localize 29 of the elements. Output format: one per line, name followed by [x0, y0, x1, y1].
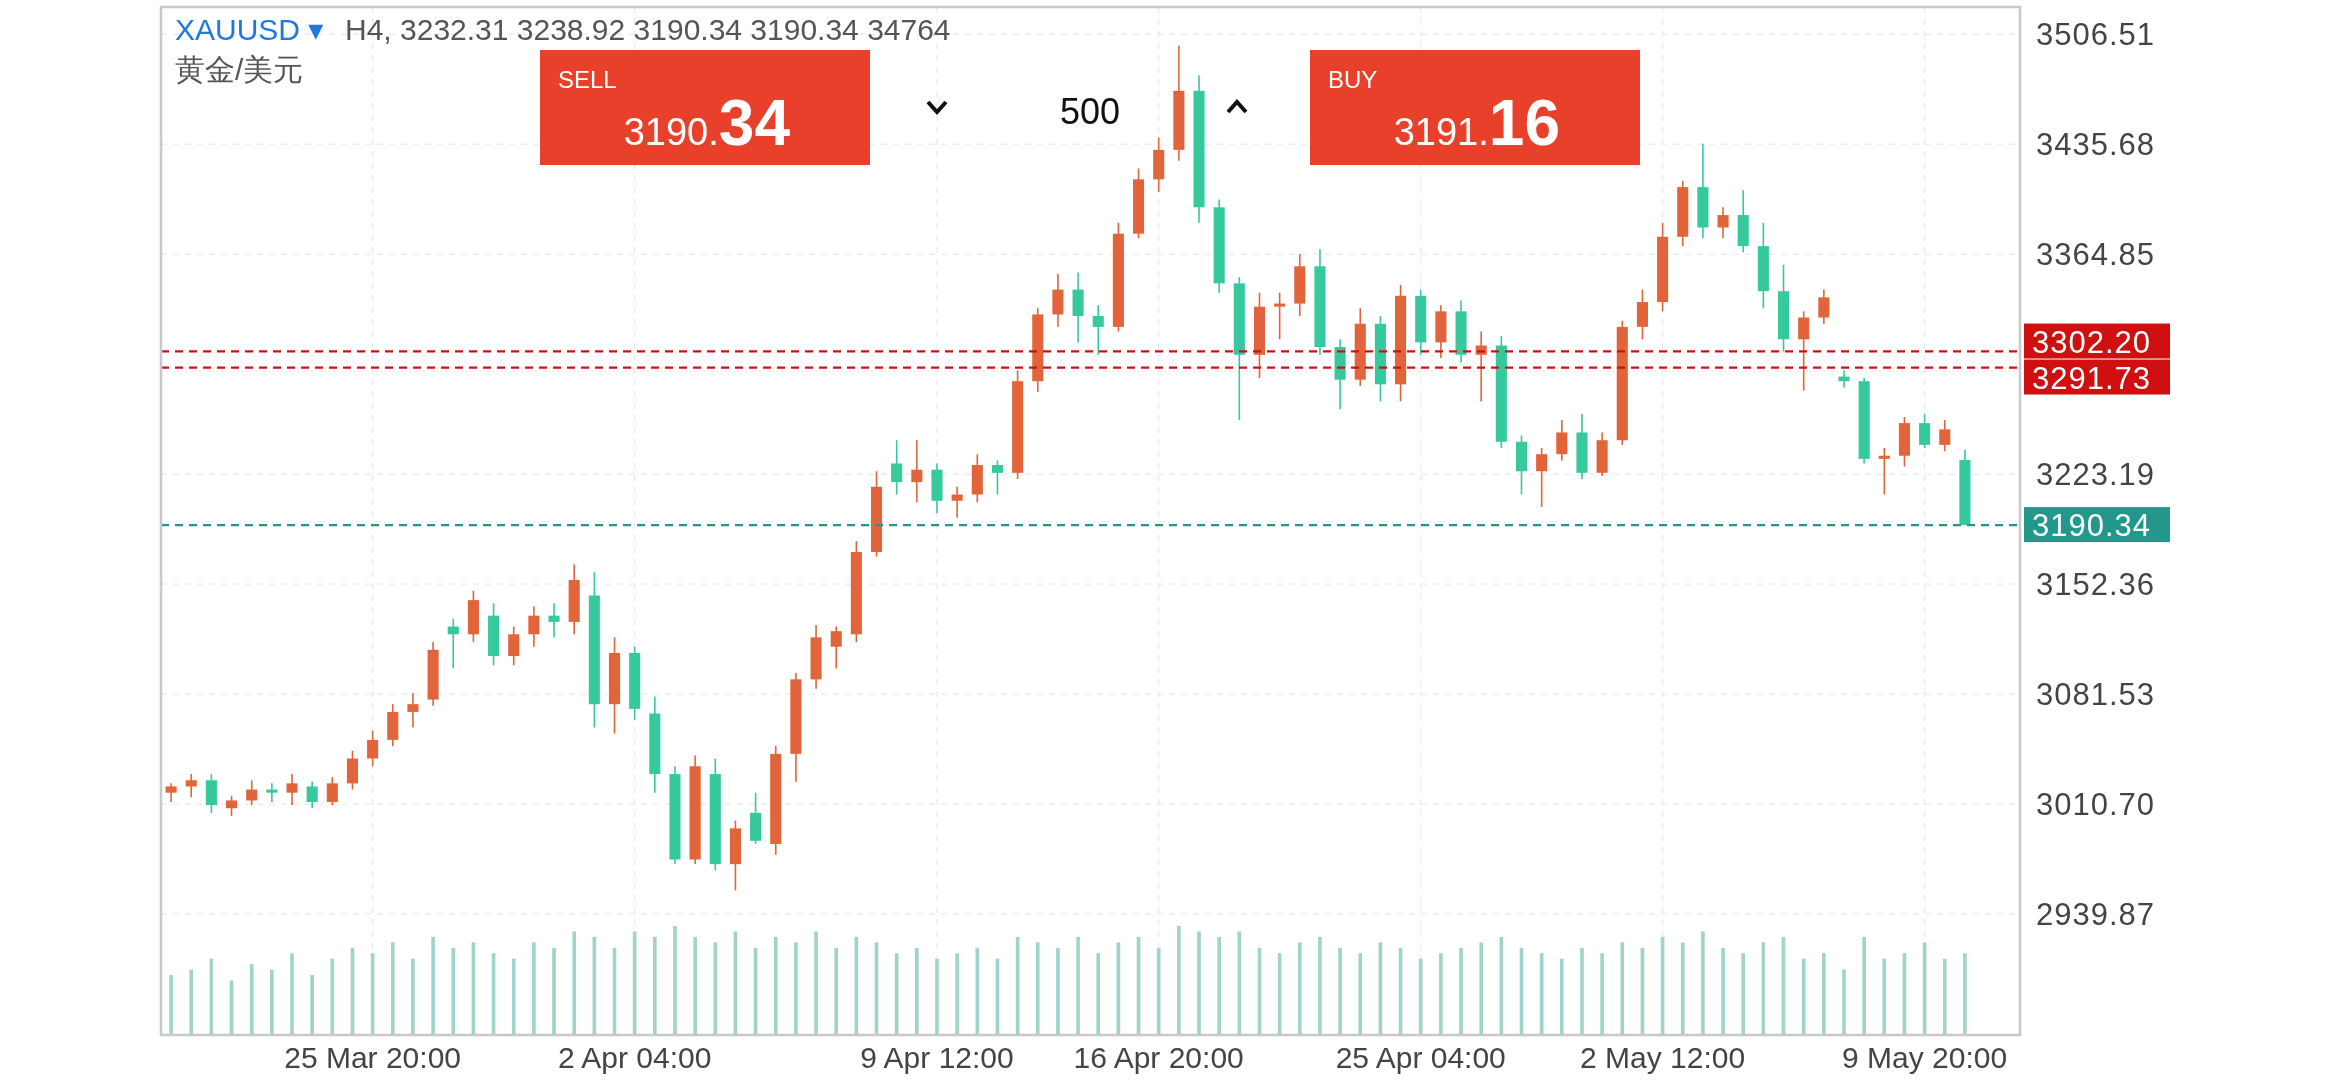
annotation: 黄金/美元 [175, 53, 304, 86]
x-tick-label: 2 May 12:00 [1580, 1041, 1746, 1074]
y-tick-label: 3152.36 [2036, 567, 2156, 603]
annotation: H4, 3232.31 3238.92 3190.34 3190.34 34764 [345, 13, 951, 46]
ref-line-label: 3302.20 [2032, 324, 2152, 360]
annotation: BUY [1328, 66, 1378, 93]
annotation: SELL [558, 66, 617, 93]
x-tick-label: 25 Apr 04:00 [1335, 1041, 1506, 1074]
y-tick-label: 2939.87 [2036, 897, 2156, 932]
x-tick-label: 16 Apr 20:00 [1073, 1041, 1244, 1074]
x-tick-label: 9 Apr 12:00 [860, 1041, 1014, 1074]
ref-line-label: 3190.34 [2032, 508, 2152, 544]
y-tick-label: 3506.51 [2036, 17, 2156, 53]
y-tick-label: 3081.53 [2036, 677, 2156, 713]
x-tick-label: 2 Apr 04:00 [557, 1041, 712, 1074]
x-tick-label: 9 May 20:00 [1842, 1041, 2008, 1074]
x-tick-label: 25 Mar 20:00 [284, 1041, 462, 1074]
ref-label: 3291.73 [2024, 359, 2170, 396]
annotation: XAUUSD ▾ [175, 13, 324, 46]
y-tick-label: 3010.70 [2036, 787, 2156, 823]
y-tick-label: 3223.19 [2036, 457, 2156, 493]
ref-label: 3190.34 [2024, 507, 2170, 544]
annotation: 500 [1059, 91, 1121, 132]
annotation: 3191.16 [1393, 87, 1560, 159]
ref-label: 3302.20 [2024, 323, 2170, 360]
ref-line-label: 3291.73 [2032, 360, 2152, 396]
y-tick-label: 3364.85 [2036, 237, 2156, 273]
y-tick-label: 3435.68 [2036, 127, 2156, 163]
annotation: 3190.34 [623, 87, 791, 159]
